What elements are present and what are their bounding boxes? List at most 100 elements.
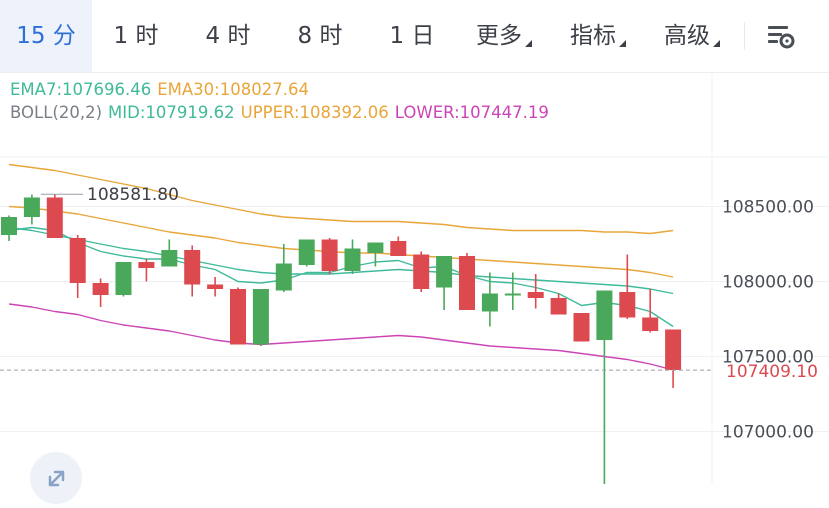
ema7-legend: EMA7:107696.46	[10, 80, 152, 99]
expand-icon	[48, 470, 65, 487]
candle-down	[550, 293, 567, 315]
candle-body	[619, 292, 636, 318]
boll-label: BOLL(20,2)	[10, 103, 103, 122]
candle-body	[367, 242, 384, 253]
candle-body	[459, 256, 475, 310]
y-axis-label: 107000.00	[722, 423, 814, 443]
candle-body	[321, 239, 338, 271]
boll-mid-line	[8, 226, 674, 295]
tab-15m-label: 15 分	[16, 23, 76, 49]
candle-up	[481, 272, 498, 327]
tab-advanced-label: 高级	[664, 23, 710, 49]
boll-upper-legend: UPPER:108392.06	[240, 103, 389, 122]
candle-down	[459, 253, 475, 310]
candle-body	[504, 293, 521, 296]
ema7-line	[8, 226, 674, 328]
tab-divider	[744, 22, 745, 50]
candle-body	[596, 290, 613, 340]
candle-up	[367, 242, 384, 267]
candle-body	[46, 197, 63, 238]
tab-4h[interactable]: 4 时	[196, 0, 260, 72]
dropdown-triangle-icon	[525, 40, 532, 47]
ema30-legend: EMA30:108027.64	[157, 80, 309, 99]
candle-body	[115, 262, 132, 295]
candle-up	[596, 290, 613, 484]
candle-body	[573, 313, 590, 342]
candle-down	[527, 274, 544, 309]
candle-down	[46, 194, 63, 238]
candle-body	[665, 329, 682, 370]
candle-body	[436, 256, 453, 288]
tab-4h-label: 4 时	[205, 23, 251, 49]
tab-indicators-label: 指标	[570, 23, 616, 49]
candle-up	[504, 272, 521, 310]
candle-up	[298, 239, 315, 267]
candle-body	[23, 197, 40, 217]
candle-body	[207, 284, 224, 289]
candle-body	[161, 250, 178, 267]
candle-down	[573, 313, 590, 342]
candle-up	[115, 262, 132, 297]
tab-indicators[interactable]: 指标	[562, 0, 634, 72]
last-price-label: 107409.10	[726, 362, 818, 382]
candle-body	[138, 262, 155, 268]
candle-down	[69, 235, 86, 298]
candle-up	[344, 239, 361, 274]
boll-legend: BOLL(20,2) MID:107919.62 UPPER:108392.06 LO…	[10, 103, 555, 122]
boll-mid-legend: MID:107919.62	[108, 103, 235, 122]
tab-more[interactable]: 更多	[468, 0, 540, 72]
candle-body	[527, 292, 544, 298]
chart-settings-icon	[768, 26, 795, 49]
candle-body	[92, 283, 109, 295]
candle-down	[321, 238, 338, 274]
boll-lower-line	[8, 303, 674, 371]
tab-more-label: 更多	[476, 23, 522, 49]
candle-down	[619, 254, 636, 319]
candle-body	[184, 250, 201, 285]
tab-8h-label: 8 时	[297, 23, 343, 49]
tab-8h[interactable]: 8 时	[288, 0, 352, 72]
candle-down	[665, 329, 682, 388]
candle-down	[230, 287, 246, 345]
candle-down	[207, 277, 224, 297]
dropdown-triangle-icon	[619, 40, 626, 47]
tab-1d[interactable]: 1 日	[380, 0, 444, 72]
candle-up	[252, 289, 269, 346]
candle-body	[1, 217, 17, 235]
last-price-label-bg	[718, 358, 829, 383]
high-marker-label: 108581.80	[87, 185, 179, 205]
candle-body	[252, 289, 269, 345]
candle-up	[436, 256, 453, 310]
y-axis-label: 108500.00	[722, 198, 814, 218]
candle-body	[69, 238, 86, 283]
tab-advanced[interactable]: 高级	[656, 0, 728, 72]
candlestick-chart[interactable]: 107409.10 108581.80 108500.00 108000.00 1075…	[0, 72, 829, 484]
candle-body	[230, 289, 246, 345]
tab-1h-label: 1 时	[113, 23, 159, 49]
candle-up	[161, 239, 178, 267]
ema30-line	[8, 205, 674, 278]
dropdown-triangle-icon	[713, 40, 720, 47]
tab-1h[interactable]: 1 时	[104, 0, 168, 72]
candle-down	[92, 278, 109, 307]
tab-1d-label: 1 日	[389, 23, 435, 49]
expand-chart-button[interactable]	[30, 452, 82, 504]
candle-up	[1, 215, 17, 241]
timeframe-tab-bar: 15 分 1 时 4 时 8 时 1 日 更多 指标 高级	[0, 0, 829, 73]
candle-body	[642, 317, 659, 331]
ema-legend: EMA7:107696.46 EMA30:108027.64	[10, 80, 315, 99]
candle-body	[481, 293, 498, 312]
boll-upper-line	[8, 163, 674, 235]
candle-body	[344, 248, 361, 271]
candle-down	[413, 251, 430, 292]
y-axis-label: 107500.00	[722, 348, 814, 368]
candle-body	[298, 239, 315, 265]
y-axis-label: 108000.00	[722, 273, 814, 293]
candle-body	[413, 254, 430, 289]
candle-down	[138, 259, 155, 282]
boll-lower-legend: LOWER:107447.19	[394, 103, 549, 122]
candle-down	[184, 245, 201, 297]
candle-up	[275, 244, 292, 292]
chart-settings-button[interactable]	[760, 18, 800, 54]
tab-15m[interactable]: 15 分	[0, 0, 92, 72]
